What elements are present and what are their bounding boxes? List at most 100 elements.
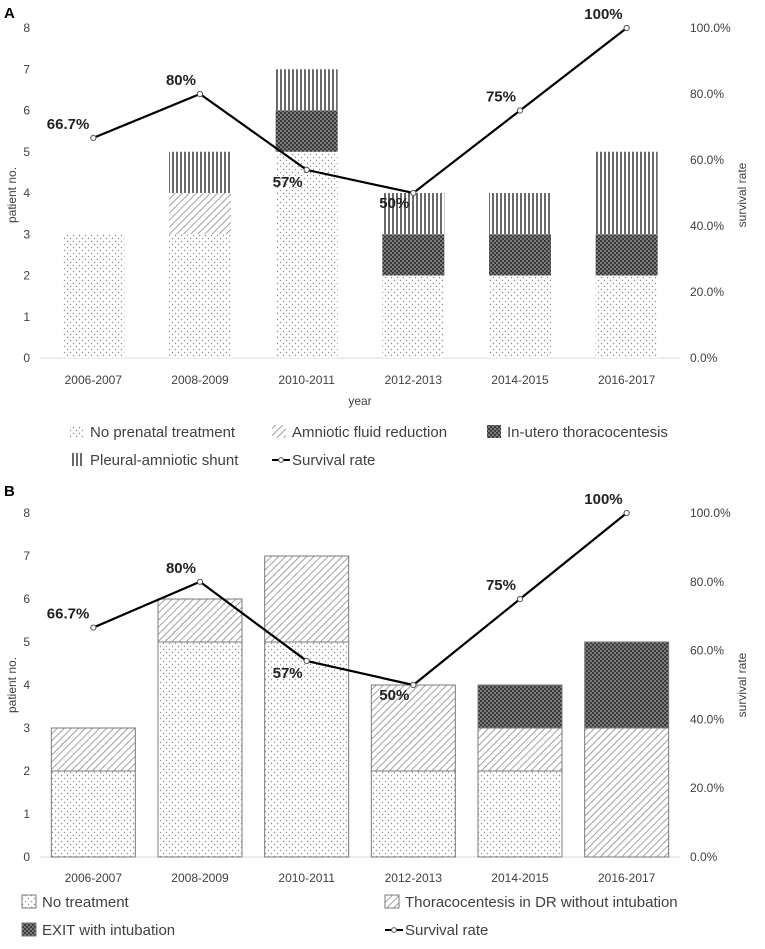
bar-segment — [382, 234, 445, 276]
y-tick-label: 5 — [23, 635, 30, 649]
bar-segment — [169, 193, 231, 235]
y-tick-label: 0 — [23, 351, 30, 365]
survival-point — [196, 578, 204, 585]
legend-item: Survival rate — [272, 452, 375, 469]
legend-item: Amniotic fluid reduction — [272, 424, 447, 441]
y2-tick-label: 100.0% — [690, 21, 731, 35]
survival-rate-label: 75% — [486, 577, 516, 594]
survival-rate-label: 57% — [273, 174, 303, 191]
bar-segment — [595, 275, 658, 358]
panel-b-survival-line — [92, 512, 628, 687]
legend-label: In-utero thoracocentesis — [507, 424, 668, 441]
y-tick-label: 2 — [23, 269, 30, 283]
panel-b-y-ticks: 0 1 2 3 4 5 6 7 8 — [23, 506, 30, 864]
y-tick-label: 8 — [23, 506, 30, 520]
bar-segment — [275, 151, 338, 358]
bar-segment — [264, 641, 350, 858]
legend-item: No treatment — [21, 894, 130, 911]
panel-b-y2-ticks: 0.0% 20.0% 40.0% 60.0% 80.0% 100.0% — [690, 506, 731, 864]
y2-tick-label: 0.0% — [690, 850, 718, 864]
bar-segment — [62, 234, 125, 358]
x-tick-label: 2008-2009 — [171, 373, 229, 387]
survival-point — [90, 624, 97, 631]
survival-point — [623, 24, 630, 32]
legend-label: EXIT with intubation — [42, 922, 175, 939]
y2-tick-label: 60.0% — [690, 153, 724, 167]
y2-tick-label: 80.0% — [690, 87, 724, 101]
panel-a: A patient no. survival rate 0 1 2 3 4 5 6 7 8 0.… — [4, 5, 749, 469]
panel-a-survival-points — [90, 24, 630, 197]
y-tick-label: 4 — [23, 186, 30, 200]
legend-label: Thoracocentesis in DR without intubation — [405, 894, 678, 911]
y-tick-label: 5 — [23, 145, 30, 159]
bar-segment — [477, 770, 563, 858]
legend-swatch — [384, 894, 400, 909]
legend-swatch — [21, 922, 37, 937]
bar-segment — [157, 641, 243, 858]
panel-a-x-ticks: 2006-2007 2008-2009 2010-2011 2012-2013 2014… — [65, 373, 656, 387]
x-tick-label: 2008-2009 — [171, 871, 229, 885]
bar-segment — [477, 727, 563, 772]
panel-a-y-ticks: 0 1 2 3 4 5 6 7 8 — [23, 21, 30, 365]
y-tick-label: 1 — [23, 807, 30, 821]
legend-label: No treatment — [42, 894, 130, 911]
panel-b-x-ticks: 2006-2007 2008-2009 2010-2011 2012-2013 2014… — [65, 871, 656, 885]
bar-segment — [370, 770, 456, 858]
y-tick-label: 3 — [23, 721, 30, 735]
y2-tick-label: 80.0% — [690, 575, 724, 589]
legend-item: Pleural-amniotic shunt — [70, 452, 239, 469]
x-tick-label: 2016-2017 — [598, 871, 656, 885]
bar-segment — [169, 234, 231, 358]
survival-rate-label: 100% — [584, 491, 622, 508]
bar-segment — [477, 684, 563, 729]
x-tick-label: 2006-2007 — [65, 871, 123, 885]
panel-a-y2-axis-title: survival rate — [735, 162, 749, 227]
bar-segment — [489, 275, 551, 358]
legend-item: Thoracocentesis in DR without intubation — [384, 894, 678, 911]
y2-tick-label: 0.0% — [690, 351, 718, 365]
bar-segment — [157, 598, 243, 643]
y-tick-label: 7 — [23, 549, 30, 563]
y-tick-label: 8 — [23, 21, 30, 35]
legend-label: Pleural-amniotic shunt — [90, 452, 239, 469]
panel-a-y2-ticks: 0.0% 20.0% 40.0% 60.0% 80.0% 100.0% — [690, 21, 731, 365]
survival-point — [516, 595, 524, 603]
legend-marker — [278, 457, 284, 463]
y-tick-label: 2 — [23, 764, 30, 778]
panel-b-bars — [50, 555, 670, 858]
bar-segment — [489, 193, 551, 235]
panel-b-y-axis-title: patient no. — [5, 657, 19, 713]
x-tick-label: 2012-2013 — [385, 871, 443, 885]
survival-point — [410, 189, 417, 197]
legend-label: Amniotic fluid reduction — [292, 424, 447, 441]
panel-b-label: B — [4, 483, 15, 500]
x-tick-label: 2014-2015 — [491, 871, 549, 885]
y-tick-label: 1 — [23, 310, 30, 324]
survival-point — [303, 166, 310, 173]
legend-swatch — [272, 425, 286, 438]
legend-swatch — [21, 894, 37, 909]
panel-a-survival-labels: 66.7% 80% 57% 50% 75% 100% — [47, 6, 623, 212]
y-tick-label: 7 — [23, 62, 30, 76]
x-tick-label: 2014-2015 — [491, 373, 549, 387]
panel-a-legend: No prenatal treatment Amniotic fluid redu… — [70, 424, 668, 469]
bar-segment — [275, 69, 338, 111]
survival-point — [410, 681, 417, 689]
bar-segment — [264, 555, 350, 643]
legend-swatch — [70, 453, 84, 466]
bar-segment — [584, 641, 670, 729]
bar-segment — [275, 110, 338, 152]
survival-rate-label: 50% — [379, 195, 409, 212]
y2-tick-label: 40.0% — [690, 219, 724, 233]
x-tick-label: 2006-2007 — [65, 373, 123, 387]
bar-segment — [489, 234, 551, 276]
legend-label: No prenatal treatment — [90, 424, 236, 441]
x-tick-label: 2016-2017 — [598, 373, 656, 387]
y2-tick-label: 20.0% — [690, 781, 724, 795]
survival-rate-label: 66.7% — [47, 116, 90, 133]
bar-segment — [595, 234, 658, 276]
panel-a-survival-line — [92, 27, 628, 195]
survival-rate-label: 50% — [379, 687, 409, 704]
legend-label: Survival rate — [292, 452, 375, 469]
panel-b-survival-labels: 66.7% 80% 57% 50% 75% 100% — [47, 491, 623, 704]
